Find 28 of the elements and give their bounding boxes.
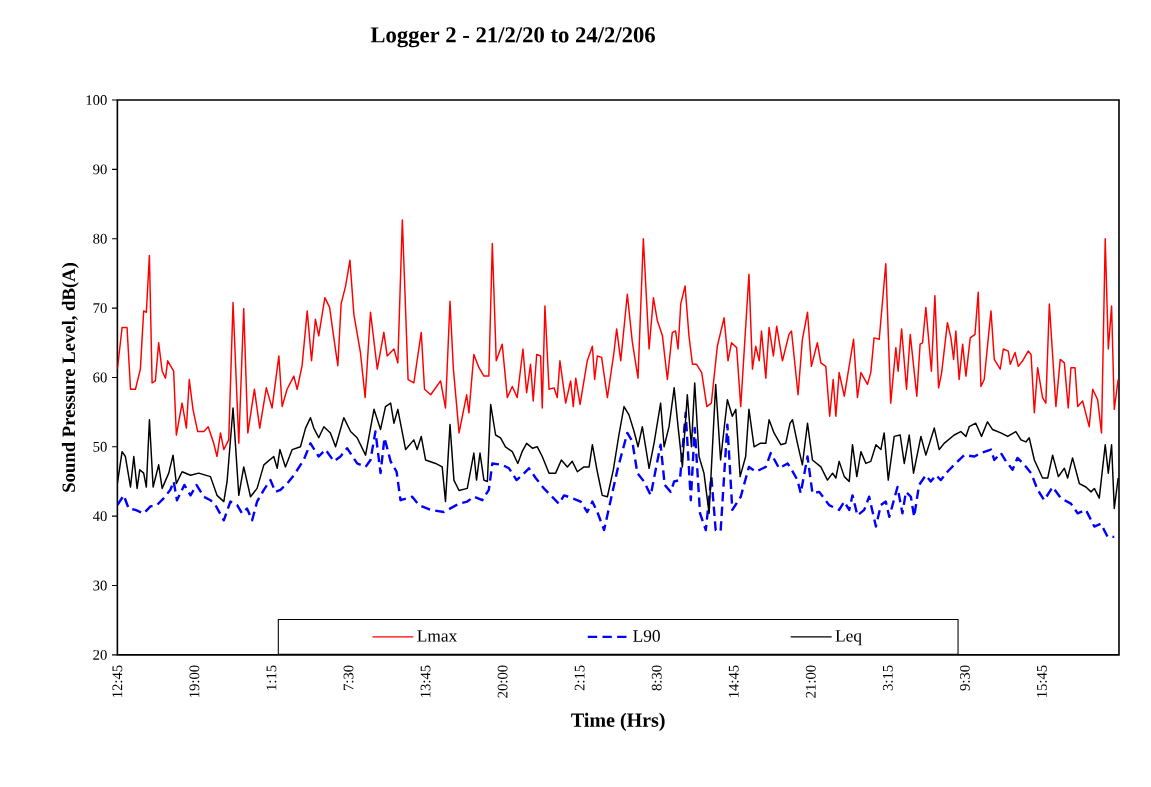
x-tick-label: 8:30 bbox=[651, 665, 662, 691]
legend-label: Lmax bbox=[417, 630, 458, 642]
x-tick-label: 19:00 bbox=[189, 665, 200, 698]
y-tick-label: 20 bbox=[93, 649, 107, 660]
legend-label: L90 bbox=[633, 630, 660, 642]
x-tick-label: 12:45 bbox=[112, 665, 123, 698]
y-tick-label: 30 bbox=[93, 580, 107, 591]
y-tick-label: 60 bbox=[93, 372, 107, 383]
x-tick-label: 20:00 bbox=[497, 665, 508, 698]
y-tick-label: 90 bbox=[93, 164, 107, 175]
y-axis-title: Sound Pressure Level, dB(A) bbox=[61, 263, 79, 492]
y-tick-label: 100 bbox=[86, 95, 107, 106]
x-tick-label: 14:45 bbox=[728, 665, 739, 698]
x-tick-label: 1:15 bbox=[266, 665, 277, 690]
x-tick-label: 7:30 bbox=[343, 665, 354, 691]
x-tick-label: 21:00 bbox=[805, 665, 816, 698]
x-tick-label: 2:15 bbox=[574, 665, 585, 691]
y-tick-label: 50 bbox=[93, 441, 107, 452]
y-tick-label: 80 bbox=[93, 233, 107, 244]
y-tick-label: 40 bbox=[92, 511, 107, 522]
y-tick-label: 70 bbox=[93, 303, 107, 314]
x-tick-label: 9:30 bbox=[959, 665, 970, 691]
x-tick-label: 3:15 bbox=[882, 665, 893, 691]
x-tick-label: 15:45 bbox=[1036, 665, 1047, 698]
x-axis-title: Time (Hrs) bbox=[571, 712, 665, 732]
legend-label: Leq bbox=[835, 630, 862, 646]
chart-title: Logger 2 - 21/2/20 to 24/2/206 bbox=[370, 27, 655, 48]
x-tick-label: 13:45 bbox=[420, 665, 431, 698]
